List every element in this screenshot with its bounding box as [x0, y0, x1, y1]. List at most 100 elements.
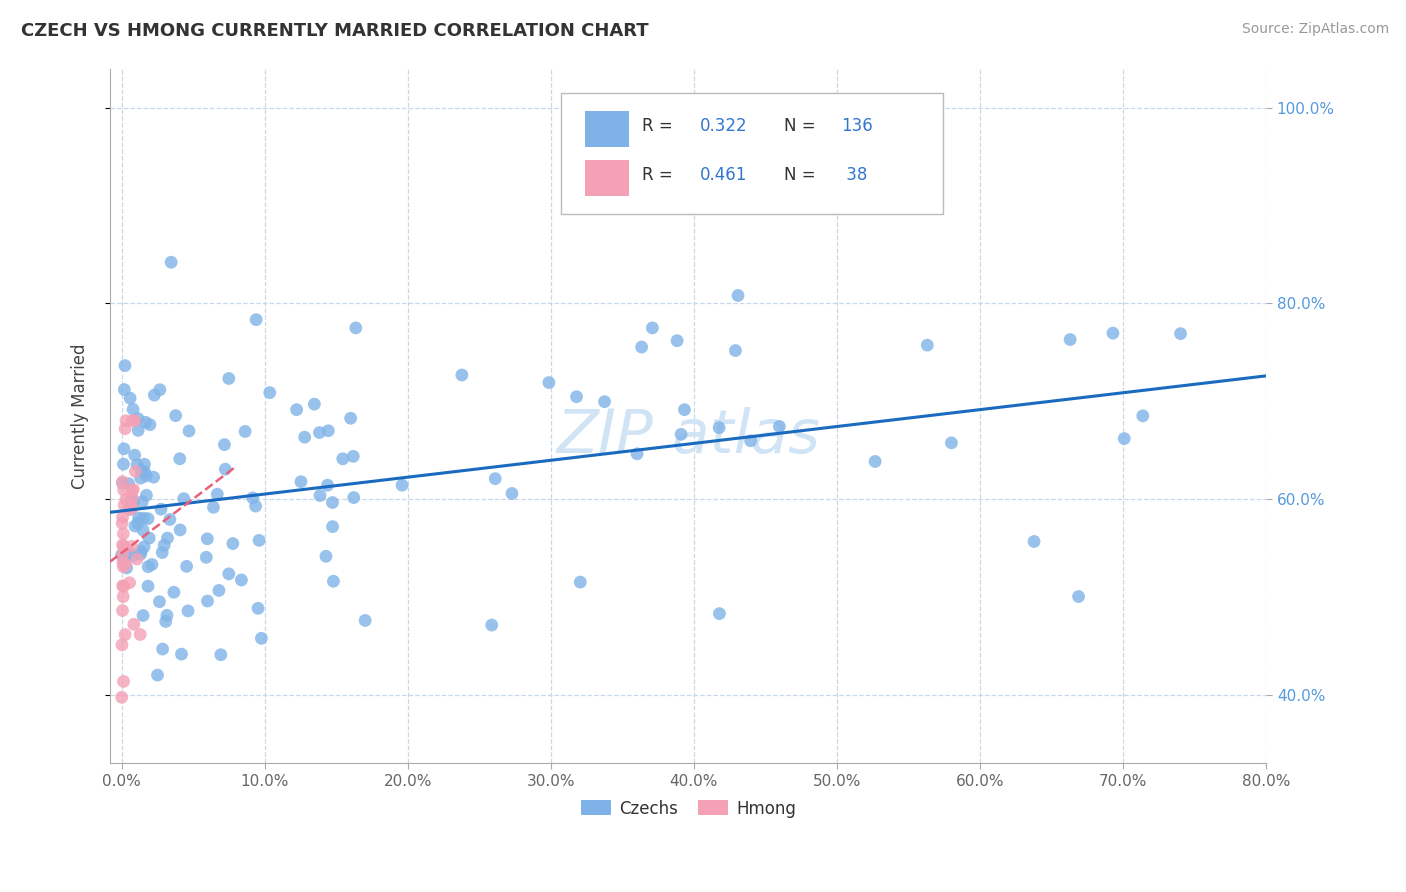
Point: [727, 288, 749, 302]
Point: [112, 559, 135, 574]
Point: [121, 483, 143, 498]
Point: [117, 476, 139, 491]
Point: [177, 424, 200, 438]
Point: [863, 454, 886, 468]
Point: [129, 547, 152, 561]
Point: [481, 618, 503, 632]
Point: [233, 425, 256, 439]
Point: [673, 402, 696, 417]
Point: [322, 519, 344, 533]
Point: [169, 451, 191, 466]
Point: [593, 394, 616, 409]
Point: [120, 499, 142, 513]
Point: [127, 423, 149, 437]
Point: [138, 531, 160, 545]
Point: [139, 417, 162, 432]
Text: 136: 136: [841, 117, 873, 136]
Y-axis label: Currently Married: Currently Married: [72, 343, 89, 489]
Point: [173, 491, 195, 506]
Point: [669, 427, 692, 442]
Point: [120, 492, 142, 507]
Point: [304, 397, 326, 411]
Point: [132, 540, 155, 554]
Point: [122, 494, 145, 508]
Point: [537, 376, 560, 390]
Point: [247, 533, 270, 548]
Point: [111, 579, 134, 593]
Point: [120, 391, 142, 405]
Point: [112, 674, 135, 689]
Point: [121, 414, 143, 428]
Point: [156, 531, 179, 545]
Point: [170, 647, 193, 661]
Point: [318, 424, 340, 438]
Point: [112, 383, 135, 397]
Point: [118, 546, 141, 560]
Point: [125, 552, 148, 566]
Point: [569, 575, 592, 590]
Point: [128, 511, 150, 525]
Point: [132, 608, 155, 623]
Text: 0.322: 0.322: [700, 117, 748, 136]
Point: [641, 321, 664, 335]
Point: [149, 383, 172, 397]
Point: [342, 450, 364, 464]
Point: [112, 483, 135, 497]
Point: [121, 539, 143, 553]
Point: [127, 516, 149, 531]
Point: [114, 627, 136, 641]
Point: [120, 502, 142, 516]
Point: [290, 475, 312, 489]
Point: [112, 526, 135, 541]
Point: [124, 464, 146, 478]
Point: [1022, 534, 1045, 549]
Point: [111, 638, 134, 652]
Point: [565, 390, 588, 404]
Point: [160, 255, 183, 269]
Point: [724, 343, 747, 358]
Point: [114, 359, 136, 373]
Point: [111, 556, 134, 570]
Point: [112, 590, 135, 604]
Point: [135, 468, 157, 483]
Text: Source: ZipAtlas.com: Source: ZipAtlas.com: [1241, 22, 1389, 37]
Point: [343, 491, 366, 505]
Point: [112, 442, 135, 456]
Point: [112, 539, 135, 553]
Point: [112, 580, 135, 594]
Point: [118, 575, 141, 590]
Point: [242, 491, 264, 505]
Point: [177, 604, 200, 618]
Point: [142, 470, 165, 484]
Point: [344, 321, 367, 335]
Point: [250, 632, 273, 646]
Point: [156, 608, 179, 623]
Point: [118, 502, 141, 516]
Point: [218, 371, 240, 385]
Point: [332, 451, 354, 466]
Point: [114, 558, 136, 572]
Point: [197, 594, 219, 608]
Point: [315, 549, 337, 564]
Point: [136, 559, 159, 574]
Point: [1059, 333, 1081, 347]
Point: [285, 402, 308, 417]
Point: [666, 334, 689, 348]
Point: [111, 547, 134, 561]
Point: [709, 607, 731, 621]
Point: [195, 532, 218, 546]
Point: [141, 558, 163, 572]
Point: [150, 502, 173, 516]
Point: [121, 491, 143, 506]
Point: [1114, 432, 1136, 446]
Point: [132, 511, 155, 525]
Point: [259, 385, 281, 400]
Point: [124, 448, 146, 462]
Point: [247, 601, 270, 615]
Point: [127, 458, 149, 472]
Point: [501, 486, 523, 500]
Point: [322, 574, 344, 589]
Point: [1102, 326, 1125, 340]
Point: [152, 642, 174, 657]
Point: [309, 488, 332, 502]
